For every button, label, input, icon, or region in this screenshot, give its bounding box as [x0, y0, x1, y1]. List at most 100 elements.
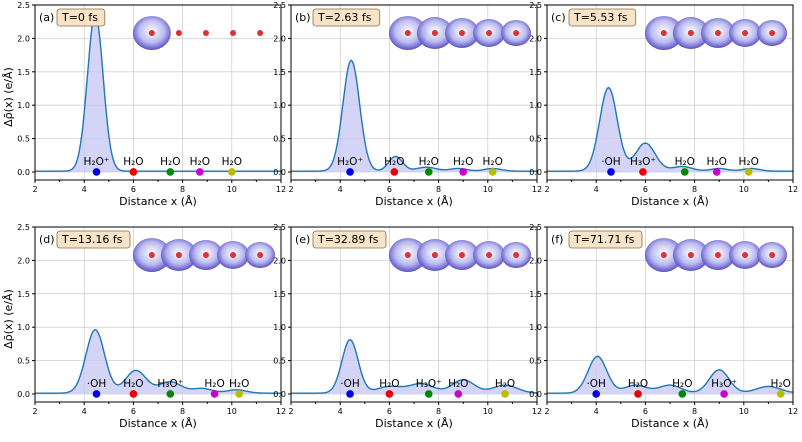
species-marker: [346, 168, 354, 176]
species-label: H₂O: [222, 156, 242, 168]
panel-f: 2 4 6 8 10 12 0.0 0.5 1.0 1.5 2.0 2.5 Distance x (Å)…: [529, 223, 798, 430]
oxygen-atom: [175, 30, 182, 36]
y-tick-label: 2.5: [17, 1, 30, 10]
species-label: H₂O: [379, 378, 399, 390]
species-label: H₃O⁺: [711, 378, 737, 390]
x-tick-label: 8: [180, 407, 185, 416]
density-area: [291, 60, 537, 172]
x-tick-label: 2: [32, 185, 37, 194]
species-label: H₂O⁺: [84, 156, 110, 168]
y-tick-label: 0.0: [17, 168, 30, 177]
oxygen-atom: [660, 30, 667, 36]
x-tick-label: 4: [338, 407, 343, 416]
species-marker: [720, 390, 728, 398]
species-marker: [129, 168, 138, 176]
x-tick-label: 2: [544, 185, 549, 194]
panel-tag: (c): [551, 11, 566, 24]
y-tick-label: 1.5: [17, 68, 30, 77]
panel-tag: (d): [39, 233, 55, 246]
density-area: [35, 329, 281, 394]
species-label: H₂O: [419, 156, 439, 168]
x-tick-label: 12: [276, 185, 286, 194]
y-tick-label: 2.5: [17, 223, 30, 232]
time-box: [312, 8, 381, 27]
species-marker: [634, 390, 642, 398]
species-marker: [459, 168, 468, 176]
oxygen-atom: [148, 30, 155, 36]
y-axis-label: Δρ̄(x) (e/Å): [2, 67, 15, 127]
time-label: T=2.63 fs: [317, 11, 372, 24]
panel-c: 2 4 6 8 10 12 0.0 0.5 1.0 1.5 2.0 2.5 Distance x (Å)…: [529, 1, 798, 208]
x-tick-label: 12: [788, 185, 798, 194]
time-label: T=5.53 fs: [573, 11, 628, 24]
y-tick-label: 0.0: [273, 168, 286, 177]
oxygen-atom: [687, 30, 694, 36]
x-tick-label: 10: [483, 407, 493, 416]
y-tick-label: 1.0: [273, 101, 286, 110]
species-label: ·OH: [87, 378, 107, 390]
x-axis-label: Distance x (Å): [375, 417, 453, 430]
x-tick-label: 8: [436, 407, 441, 416]
species-label: H₂O: [483, 156, 503, 168]
species-marker: [454, 390, 463, 398]
x-tick-label: 8: [436, 185, 441, 194]
species-label: H₂O⁺: [337, 156, 363, 168]
y-tick-label: 2.5: [273, 1, 286, 10]
oxygen-atom: [714, 252, 721, 258]
y-tick-label: 2.0: [529, 256, 542, 265]
species-label: H₂O: [229, 378, 249, 390]
species-marker: [592, 390, 600, 398]
x-tick-label: 10: [483, 185, 493, 194]
density-area: [291, 339, 537, 394]
panel-a: 2 4 6 8 10 12 0.0 0.5 1.0 1.5 2.0 2.5 Distance x (Å)…: [17, 1, 286, 208]
species-label: H₂O: [495, 378, 515, 390]
species-marker: [196, 168, 204, 176]
oxygen-atom: [148, 252, 155, 258]
oxygen-atom: [202, 252, 209, 258]
oxygen-atom: [257, 252, 264, 258]
x-tick-label: 4: [82, 185, 87, 194]
y-tick-label: 1.5: [529, 290, 542, 299]
density-line: [291, 338, 538, 394]
x-tick-label: 10: [739, 407, 749, 416]
time-label: T=71.71 fs: [573, 233, 635, 246]
x-tick-label: 6: [643, 185, 648, 194]
species-label: H₂O: [204, 378, 224, 390]
density-line: [35, 12, 281, 172]
panel-tag: (e): [295, 233, 310, 246]
species-label: H₂O: [739, 156, 759, 168]
oxygen-atom: [230, 30, 237, 36]
y-tick-label: 2.5: [273, 223, 286, 232]
y-axis-label: Δρ̄(x) (e/Å): [2, 289, 15, 349]
density-line: [35, 328, 281, 394]
y-tick-label: 2.0: [273, 256, 286, 265]
species-marker: [166, 168, 175, 176]
panel-tag: (b): [295, 11, 311, 24]
x-tick-label: 10: [227, 407, 237, 416]
species-label: ·OH: [586, 378, 606, 390]
species-label: H₂O: [771, 378, 791, 390]
panel-e: 2 4 6 8 10 12 0.0 0.5 1.0 1.5 2.0 2.5 Distance x (Å)…: [273, 223, 542, 430]
x-tick-label: 6: [131, 185, 136, 194]
density-line: [547, 355, 794, 394]
y-tick-label: 0.5: [17, 357, 30, 366]
species-label: H₃O⁺: [416, 378, 442, 390]
x-tick-label: 10: [739, 185, 749, 194]
y-tick-label: 1.5: [273, 290, 286, 299]
y-tick-label: 1.5: [529, 68, 542, 77]
oxygen-atom: [486, 30, 493, 36]
time-box: [568, 8, 637, 27]
x-axis-label: Distance x (Å): [631, 417, 709, 430]
y-tick-label: 0.0: [17, 390, 30, 399]
x-tick-label: 2: [288, 407, 293, 416]
x-axis-label: Distance x (Å): [119, 417, 197, 430]
oxygen-atom: [458, 30, 465, 36]
x-tick-label: 6: [643, 407, 648, 416]
y-tick-label: 1.0: [273, 323, 286, 332]
oxygen-atom: [486, 252, 493, 258]
density-area: [547, 356, 793, 394]
oxygen-atom: [513, 252, 520, 258]
time-label: T=0 fs: [61, 11, 98, 24]
y-tick-label: 2.5: [529, 223, 542, 232]
